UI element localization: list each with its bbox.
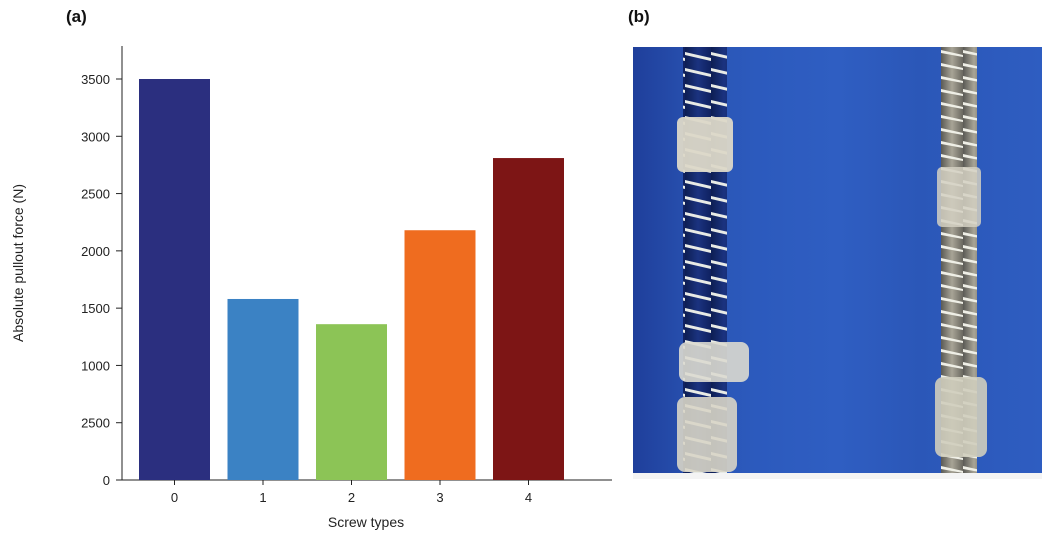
y-tick-label: 2000 — [81, 244, 110, 259]
bar-2 — [316, 324, 387, 480]
y-tick-label: 1000 — [81, 358, 110, 373]
x-tick-label: 0 — [171, 490, 178, 505]
y-tick-label: 0 — [103, 473, 110, 488]
y-tick-label: 1500 — [81, 301, 110, 316]
bar-4 — [493, 158, 564, 480]
panel-b-label: (b) — [628, 7, 650, 26]
x-tick-label: 4 — [525, 490, 532, 505]
x-tick-label: 1 — [259, 490, 266, 505]
bar-0 — [139, 79, 210, 480]
y-tick-label: 3500 — [81, 72, 110, 87]
bar-1 — [227, 298, 299, 480]
y-tick-label: 2500 — [81, 416, 110, 431]
y-ticks: 0 2500 1000 1500 2000 2500 3000 3500 — [81, 72, 122, 488]
y-tick-label: 3000 — [81, 129, 110, 144]
x-tick-label: 2 — [348, 490, 355, 505]
y-tick-label: 2500 — [81, 187, 110, 202]
bars — [139, 79, 564, 480]
x-axis-title: Screw types — [328, 514, 404, 530]
screw-photo — [633, 47, 1042, 479]
bar-chart: 0 2500 1000 1500 2000 2500 3000 3500 0 1 2 3 4 Scre… — [10, 46, 612, 530]
bar-3 — [404, 230, 476, 480]
x-ticks: 0 1 2 3 4 — [171, 480, 532, 505]
panel-a-label: (a) — [66, 7, 87, 26]
x-tick-label: 3 — [436, 490, 443, 505]
y-axis-title: Absolute pullout force (N) — [10, 184, 26, 342]
